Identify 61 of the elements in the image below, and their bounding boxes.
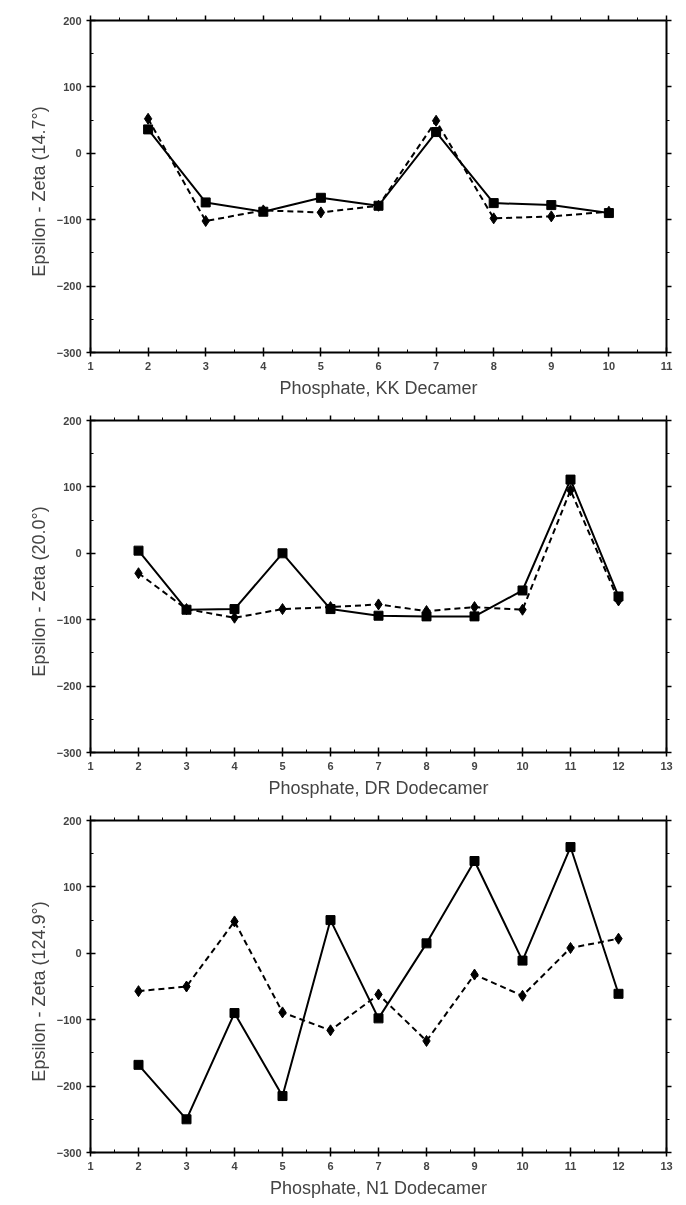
- x-tick-label: 5: [317, 359, 324, 372]
- x-tick-label: 10: [602, 359, 616, 372]
- x-tick-label: 6: [327, 1159, 334, 1172]
- y-tick-label: −300: [56, 746, 82, 759]
- x-tick-label: 12: [612, 759, 625, 772]
- y-tick-label: −200: [56, 1080, 82, 1093]
- x-tick-label: 6: [375, 359, 382, 372]
- x-tick-label: 3: [183, 759, 190, 772]
- y-tick-label: 200: [63, 814, 82, 827]
- y-tick-label: 200: [63, 14, 82, 27]
- y-tick-label: −300: [56, 346, 82, 359]
- x-tick-label: 9: [471, 759, 478, 772]
- y-tick-label: −100: [56, 213, 82, 226]
- x-axis-title: Phosphate, KK Decamer: [279, 377, 478, 398]
- x-tick-label: 8: [423, 1159, 430, 1172]
- x-tick-label: 12: [612, 1159, 625, 1172]
- y-tick-label: 0: [75, 147, 82, 160]
- x-axis-title: Phosphate, DR Dodecamer: [268, 777, 489, 798]
- x-tick-label: 9: [548, 359, 555, 372]
- x-tick-label: 11: [564, 1159, 577, 1172]
- x-tick-label: 11: [564, 759, 577, 772]
- x-tick-label: 5: [279, 1159, 286, 1172]
- x-tick-label: 13: [660, 1159, 673, 1172]
- x-tick-label: 11: [660, 359, 673, 372]
- x-axis-title: Phosphate, N1 Dodecamer: [269, 1177, 488, 1198]
- y-axis-title: Epsilon - Zeta (20.0°): [28, 506, 49, 677]
- x-tick-label: 13: [660, 759, 673, 772]
- x-tick-label: 7: [433, 359, 440, 372]
- x-tick-label: 6: [327, 759, 334, 772]
- x-tick-label: 4: [231, 1159, 239, 1172]
- x-tick-label: 2: [135, 1159, 142, 1172]
- y-tick-label: 0: [75, 947, 82, 960]
- x-tick-label: 1: [87, 1159, 94, 1172]
- x-tick-label: 7: [375, 1159, 382, 1172]
- y-tick-label: −300: [56, 1146, 82, 1159]
- x-tick-label: 4: [231, 759, 239, 772]
- x-tick-label: 2: [135, 759, 142, 772]
- x-tick-label: 3: [183, 1159, 190, 1172]
- y-tick-label: 200: [63, 414, 82, 427]
- x-tick-label: 8: [423, 759, 430, 772]
- x-tick-label: 7: [375, 759, 382, 772]
- x-tick-label: 9: [471, 1159, 478, 1172]
- x-tick-label: 10: [516, 759, 529, 772]
- x-tick-label: 5: [279, 759, 286, 772]
- y-axis-title: Epsilon - Zeta (14.7°): [28, 106, 49, 277]
- x-tick-label: 4: [260, 359, 268, 372]
- y-tick-label: 100: [63, 80, 82, 93]
- x-tick-label: 3: [202, 359, 209, 372]
- x-tick-label: 2: [145, 359, 152, 372]
- x-tick-label: 8: [490, 359, 497, 372]
- y-tick-label: −200: [56, 680, 82, 693]
- y-tick-label: −200: [56, 280, 82, 293]
- x-tick-label: 10: [516, 1159, 529, 1172]
- y-tick-label: 0: [75, 547, 82, 560]
- y-tick-label: −100: [56, 613, 82, 626]
- y-tick-label: −100: [56, 1013, 82, 1026]
- y-tick-label: 100: [63, 480, 82, 493]
- x-tick-label: 1: [87, 359, 94, 372]
- y-axis-title: Epsilon - Zeta (124.9°): [28, 901, 49, 1082]
- x-tick-label: 1: [87, 759, 94, 772]
- y-tick-label: 100: [63, 880, 82, 893]
